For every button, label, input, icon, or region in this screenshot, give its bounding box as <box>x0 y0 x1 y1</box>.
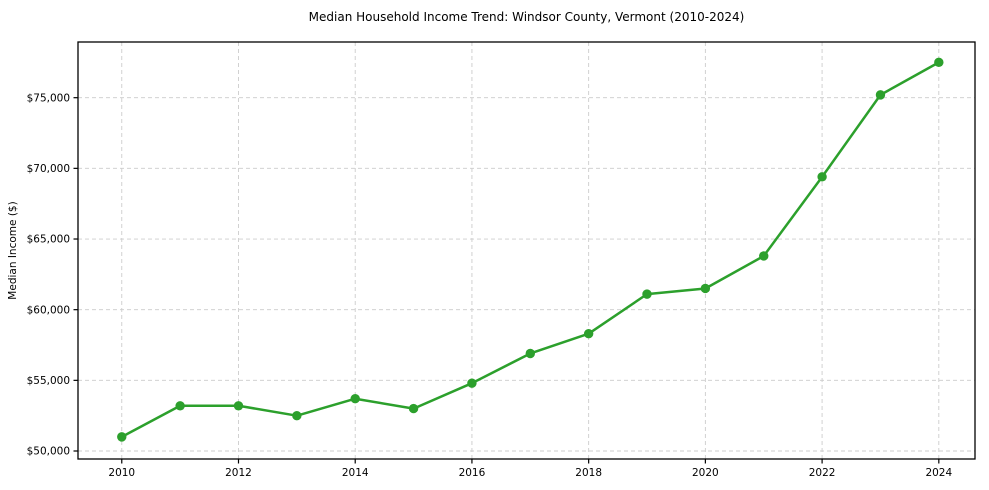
chart-title: Median Household Income Trend: Windsor C… <box>309 10 745 24</box>
data-point-2020 <box>700 283 711 294</box>
y-axis-title: Median Income ($) <box>7 201 19 299</box>
data-point-2010 <box>117 432 127 442</box>
data-point-2017 <box>525 348 535 359</box>
data-point-2016 <box>467 378 477 388</box>
x-tick-label: 2024 <box>925 467 952 479</box>
plot-area: 2010 2012 2014 2016 2018 2020 2022 2024 $50,000 $… <box>27 41 976 479</box>
data-point-2023 <box>875 90 886 100</box>
y-tick-label: $55,000 <box>27 375 70 387</box>
x-tick-label: 2018 <box>575 467 602 479</box>
data-point-2015 <box>408 403 419 414</box>
plot-border <box>77 41 976 460</box>
x-tick-label: 2016 <box>459 467 486 479</box>
y-tick-label: $60,000 <box>27 304 70 316</box>
x-tick-label: 2014 <box>342 467 369 479</box>
x-tick-label: 2020 <box>692 467 719 479</box>
data-point-2024 <box>934 57 944 68</box>
y-tick-label: $75,000 <box>27 92 70 104</box>
data-point-2012 <box>233 401 244 411</box>
data-point-2014 <box>350 394 360 404</box>
data-point-2011 <box>175 401 185 411</box>
data-point-2018 <box>583 329 594 339</box>
data-point-2013 <box>292 410 302 421</box>
x-tick-label: 2010 <box>108 467 135 479</box>
data-point-2022 <box>817 172 827 182</box>
data-point-2019 <box>642 289 652 299</box>
data-point-2021 <box>759 251 769 261</box>
x-tick-label: 2012 <box>225 467 252 479</box>
y-tick-label: $65,000 <box>27 234 70 246</box>
y-tick-label: $50,000 <box>27 446 70 458</box>
y-tick-label: $70,000 <box>27 163 70 175</box>
x-tick-label: 2022 <box>809 467 836 479</box>
